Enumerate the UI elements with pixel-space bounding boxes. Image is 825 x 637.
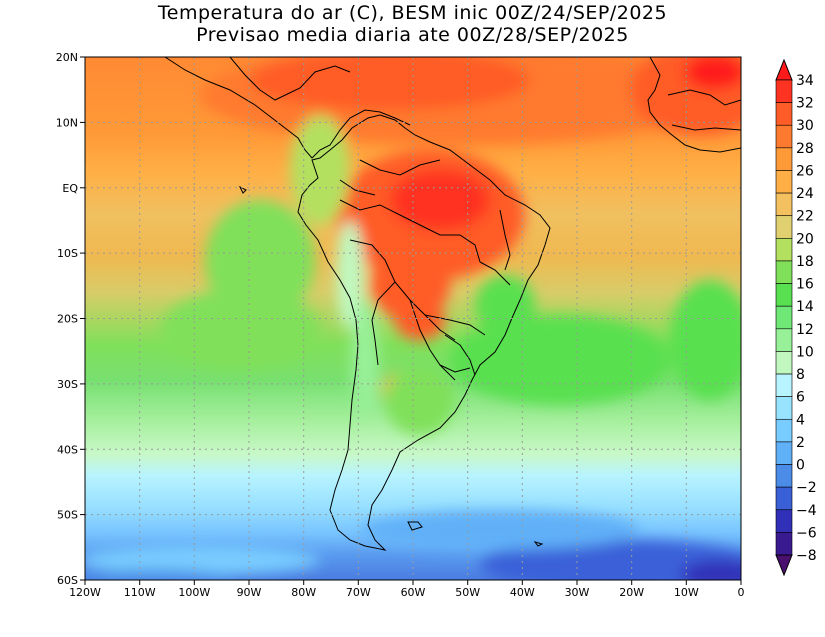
cb-label-minus-4: −4 [796,503,817,519]
colorbar-segment [775,79,793,103]
colorbar-segment [775,215,793,239]
cb-label-12: 12 [796,322,814,338]
colorbar-segment [775,260,793,284]
cb-label-0: 0 [796,458,805,474]
colorbar-segment [775,192,793,217]
colorbar-segment [775,170,793,194]
lon-label-120w: 120W [69,586,101,599]
cb-label-24: 24 [796,186,814,202]
colorbar-segment [775,124,793,149]
cb-label-4: 4 [796,412,805,428]
lat-ticks [80,56,85,581]
cb-label-14: 14 [796,299,814,315]
lon-label-50w: 50W [455,586,480,599]
lon-label-90w: 90W [237,586,262,599]
colorbar-segment [775,464,793,488]
lon-label-80w: 80W [291,586,316,599]
lon-ticks [84,580,742,585]
cb-label-34: 34 [796,73,814,89]
map-gridlines [85,57,741,580]
cb-label-32: 32 [796,96,814,112]
cb-label-10: 10 [796,344,814,360]
lon-label-40w: 40W [510,586,535,599]
lon-label-100w: 100W [178,586,210,599]
cb-label-28: 28 [796,141,814,157]
colorbar-segment [775,102,793,126]
colorbar-segment [775,147,793,171]
lat-label-eq: EQ [62,182,78,195]
coastlines [164,57,741,551]
colorbar-segment [775,305,793,330]
colorbar-labels: 34 32 30 28 26 24 22 20 18 16 14 12 10 8… [796,73,817,564]
colorbar-segment [775,351,793,375]
colorbar-segment [775,441,793,465]
lat-labels: 20N 10N EQ 10S 20S 30S 40S 50S 60S [56,51,79,587]
lon-label-110w: 110W [124,586,156,599]
lon-label-30w: 30W [565,586,590,599]
colorbar-segment [775,486,793,511]
lon-labels: 120W 110W 100W 90W 80W 70W 60W 50W 40W 3… [69,586,744,599]
colorbar-cap-top [775,58,793,81]
cb-label-6: 6 [796,390,805,406]
lon-label-20w: 20W [619,586,644,599]
colorbar-segment [775,396,793,420]
lat-label-60s: 60S [57,574,78,587]
cb-label-minus-6: −6 [796,525,817,541]
colorbar-cap-bottom [775,554,793,577]
colorbar-segment [775,532,793,556]
colorbar-segment [775,283,793,307]
cb-label-minus-2: −2 [796,480,817,496]
map-title: Temperatura do ar (C), BESM inic 00Z/24/… [157,2,668,24]
lat-label-40s: 40S [57,443,78,456]
colorbar-segment [775,509,793,533]
cb-label-16: 16 [796,277,814,293]
lat-label-10n: 10N [56,116,78,129]
cb-label-26: 26 [796,163,814,179]
cb-label-30: 30 [796,118,814,134]
lat-label-20s: 20S [57,313,78,326]
cb-label-2: 2 [796,435,805,451]
cb-label-18: 18 [796,254,814,270]
cb-label-8: 8 [796,367,805,383]
map-subtitle: Previsao media diaria ate 00Z/28/SEP/202… [196,24,629,46]
colorbar-segment [775,238,793,262]
cb-label-20: 20 [796,231,814,247]
colorbar-segment [775,418,793,443]
lon-label-0: 0 [738,586,745,599]
temperature-field [85,57,741,580]
colorbar [775,58,793,577]
lon-label-10w: 10W [674,586,699,599]
colorbar-segment [775,328,793,352]
lon-label-60w: 60W [401,586,426,599]
cb-label-22: 22 [796,209,814,225]
lat-label-50s: 50S [57,509,78,522]
cb-label-minus-8: −8 [796,548,817,564]
lat-label-20n: 20N [56,51,78,64]
lat-label-30s: 30S [57,378,78,391]
colorbar-segment [775,373,793,397]
lon-label-70w: 70W [346,586,371,599]
lat-label-10s: 10S [57,247,78,260]
